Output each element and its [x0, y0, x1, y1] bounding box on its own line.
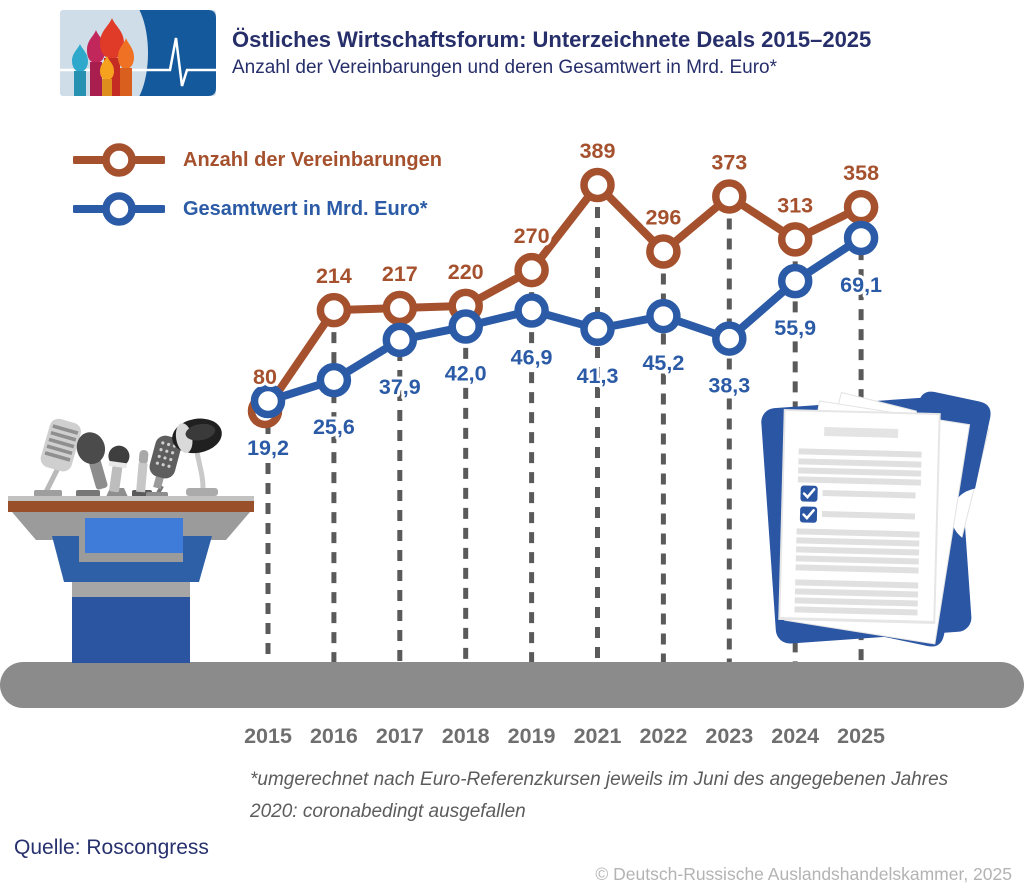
marker-2016 — [316, 292, 352, 328]
marker-2024 — [777, 263, 813, 299]
footnote-2020: 2020: coronabedingt ausgefallen — [250, 801, 526, 822]
year-label-2016: 2016 — [310, 724, 358, 748]
year-labels: 2015 2016 2017 2018 2019 2021 2022 2023 2024 2025 — [244, 724, 885, 748]
year-label-2025: 2025 — [837, 724, 885, 748]
footnotes: *umgerechnet nach Euro-Referenzkursen je… — [250, 769, 948, 833]
legend: Anzahl der Vereinbarungen Gesamtwert in … — [73, 138, 442, 236]
series-gesamtwert — [250, 220, 879, 419]
value-label-2022: 45,2 — [642, 351, 684, 375]
ecg-pulse-icon — [60, 37, 216, 87]
footnote-exchange-rate: *umgerechnet nach Euro-Referenzkursen je… — [250, 769, 949, 790]
floor-bar — [0, 662, 1024, 708]
year-label-2019: 2019 — [508, 724, 556, 748]
microphones-icon — [34, 418, 222, 498]
marker-2021 — [580, 311, 615, 347]
value-label-2019: 270 — [514, 224, 550, 248]
value-label-2024: 55,9 — [774, 316, 816, 340]
document-sheet-front — [778, 408, 941, 625]
value-label-2016: 25,6 — [313, 415, 355, 439]
cathedral-domes-icon — [72, 18, 134, 96]
value-label-2025: 358 — [843, 161, 879, 185]
marker-2017 — [382, 322, 418, 358]
year-label-2015: 2015 — [244, 724, 292, 748]
marker-2015 — [250, 383, 286, 419]
value-label-2018: 42,0 — [445, 362, 487, 386]
value-label-2019: 46,9 — [511, 346, 553, 370]
value-label-2017: 37,9 — [379, 375, 421, 399]
legend-item-anzahl: Anzahl der Vereinbarungen — [73, 138, 442, 182]
series-line — [261, 181, 866, 415]
value-label-2021: 41,3 — [577, 364, 619, 388]
marker-2025 — [843, 220, 879, 256]
year-label-2018: 2018 — [442, 724, 490, 748]
source-label: Quelle: Roscongress — [14, 836, 209, 859]
copyright-label: © Deutsch-Russische Auslandshandelskamme… — [595, 864, 1012, 884]
folder-with-documents-illustration — [761, 391, 991, 647]
year-label-2024: 2024 — [771, 724, 819, 748]
marker-2025 — [843, 189, 879, 225]
podium-icon — [8, 496, 254, 663]
year-label-2023: 2023 — [705, 724, 753, 748]
value-label-2018: 220 — [448, 260, 484, 284]
marker-2018 — [448, 309, 483, 344]
forum-logo — [60, 10, 216, 96]
marker-2016 — [316, 362, 352, 398]
legend-label-anzahl: Anzahl der Vereinbarungen — [183, 148, 442, 171]
marker-2019 — [514, 252, 549, 288]
legend-marker-anzahl-icon — [73, 143, 165, 177]
legend-marker-gesamtwert-icon — [73, 192, 165, 226]
value-labels: 80 214 217 220 270 389 296 373 313 358 19,2 25,6 37,… — [244, 136, 885, 463]
marker-2019 — [514, 293, 549, 328]
value-label-2015: 80 — [253, 365, 277, 389]
page-title: Östliches Wirtschaftsforum: Unterzeichne… — [232, 27, 872, 52]
value-label-2025: 69,1 — [840, 273, 882, 297]
year-label-2022: 2022 — [639, 724, 687, 748]
marker-2023 — [712, 179, 747, 214]
marker-2024 — [777, 222, 813, 257]
checkbox-checked-icon — [800, 485, 818, 502]
marker-2022 — [646, 234, 681, 269]
checkbox-checked-icon — [799, 506, 818, 523]
year-label-2021: 2021 — [574, 724, 622, 748]
podium-with-microphones-illustration — [8, 418, 254, 663]
marker-2023 — [712, 321, 747, 356]
year-label-2017: 2017 — [376, 724, 424, 748]
value-label-2024: 313 — [777, 193, 813, 217]
marker-2021 — [580, 167, 615, 203]
value-label-2023: 373 — [711, 150, 747, 174]
value-label-2022: 296 — [645, 206, 681, 230]
value-label-2021: 389 — [580, 139, 616, 163]
value-label-2016: 214 — [316, 264, 352, 288]
marker-2022 — [646, 298, 681, 334]
page-subtitle: Anzahl der Vereinbarungen und deren Gesa… — [232, 57, 777, 78]
value-label-2023: 38,3 — [708, 374, 750, 398]
marker-2017 — [382, 290, 418, 326]
legend-label-gesamtwert: Gesamtwert in Mrd. Euro* — [183, 197, 428, 220]
series-line — [264, 234, 866, 405]
value-label-2015: 19,2 — [247, 436, 289, 460]
legend-item-gesamtwert: Gesamtwert in Mrd. Euro* — [73, 187, 442, 231]
value-label-2017: 217 — [382, 262, 418, 286]
